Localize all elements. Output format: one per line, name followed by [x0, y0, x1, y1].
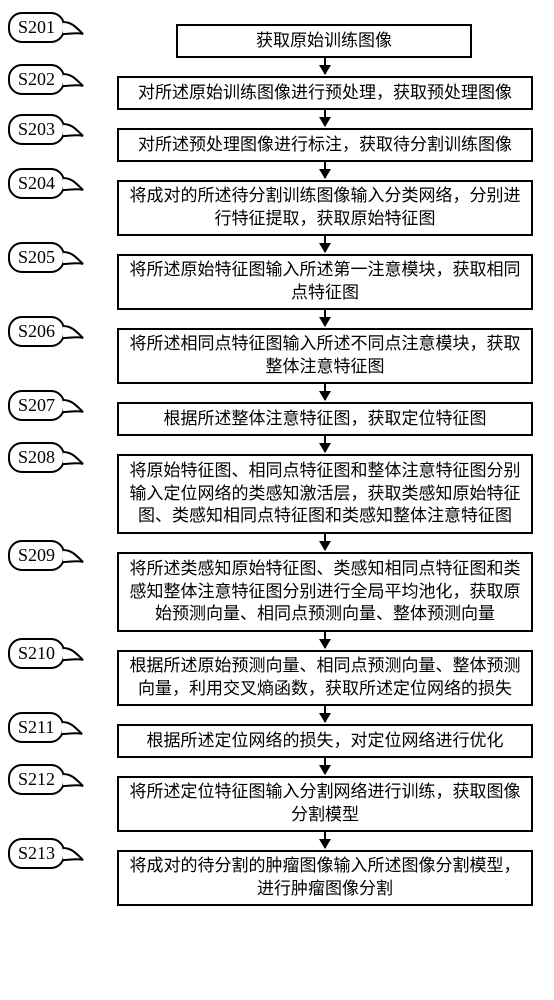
label-tail-icon	[63, 258, 81, 272]
step-box-s201: 获取原始训练图像	[176, 24, 472, 58]
step-label-s201: S201	[8, 12, 65, 43]
step-label-s209: S209	[8, 540, 65, 571]
arrow-down-icon	[324, 832, 326, 848]
arrow-down-icon	[324, 706, 326, 722]
step-label-s204: S204	[8, 168, 65, 199]
arrow-down-icon	[324, 162, 326, 178]
arrow-down-icon	[324, 436, 326, 452]
step-box-s207: 根据所述整体注意特征图，获取定位特征图	[117, 402, 533, 436]
step-label-s202: S202	[8, 64, 65, 95]
step-label-s212: S212	[8, 764, 65, 795]
arrow-down-icon	[324, 110, 326, 126]
arrow-down-icon	[324, 310, 326, 326]
step-label-s206: S206	[8, 316, 65, 347]
arrow-down-icon	[324, 632, 326, 648]
label-tail-icon	[63, 654, 81, 668]
step-label-s213: S213	[8, 838, 65, 869]
label-tail-icon	[63, 406, 81, 420]
step-label-s203: S203	[8, 114, 65, 145]
step-box-s212: 将所述定位特征图输入分割网络进行训练，获取图像分割模型	[117, 776, 533, 832]
step-box-s205: 将所述原始特征图输入所述第一注意模块，获取相同点特征图	[117, 254, 533, 310]
step-box-s202: 对所述原始训练图像进行预处理，获取预处理图像	[117, 76, 533, 110]
label-tail-icon	[63, 130, 81, 144]
arrow-down-icon	[324, 534, 326, 550]
step-label-s205: S205	[8, 242, 65, 273]
arrow-down-icon	[324, 384, 326, 400]
label-tail-icon	[63, 780, 81, 794]
step-box-s203: 对所述预处理图像进行标注，获取待分割训练图像	[117, 128, 533, 162]
label-tail-icon	[63, 458, 81, 472]
label-tail-icon	[63, 80, 81, 94]
label-tail-icon	[62, 728, 80, 742]
label-tail-icon	[63, 556, 81, 570]
arrow-down-icon	[324, 58, 326, 74]
step-label-s208: S208	[8, 442, 65, 473]
arrow-down-icon	[324, 236, 326, 252]
label-tail-icon	[63, 28, 81, 42]
step-box-s210: 根据所述原始预测向量、相同点预测向量、整体预测向量，利用交叉熵函数，获取所述定位…	[117, 650, 533, 706]
step-box-s211: 根据所述定位网络的损失，对定位网络进行优化	[117, 724, 533, 758]
step-box-s213: 将成对的待分割的肿瘤图像输入所述图像分割模型，进行肿瘤图像分割	[117, 850, 533, 906]
label-tail-icon	[63, 332, 81, 346]
step-label-s210: S210	[8, 638, 65, 669]
step-box-s209: 将所述类感知原始特征图、类感知相同点特征图和类感知整体注意特征图分别进行全局平均…	[117, 552, 533, 632]
label-tail-icon	[63, 184, 81, 198]
step-box-s206: 将所述相同点特征图输入所述不同点注意模块，获取整体注意特征图	[117, 328, 533, 384]
flowchart-canvas: S201 获取原始训练图像 S202 对所述原始训练图像进行预处理，获取预处理图像 S2…	[0, 0, 554, 1000]
step-box-s204: 将成对的所述待分割训练图像输入分类网络，分别进行特征提取，获取原始特征图	[117, 180, 533, 236]
label-tail-icon	[63, 854, 81, 868]
arrow-down-icon	[324, 758, 326, 774]
step-label-s207: S207	[8, 390, 65, 421]
step-label-s211: S211	[8, 712, 64, 743]
step-box-s208: 将原始特征图、相同点特征图和整体注意特征图分别输入定位网络的类感知激活层，获取类…	[117, 454, 533, 534]
